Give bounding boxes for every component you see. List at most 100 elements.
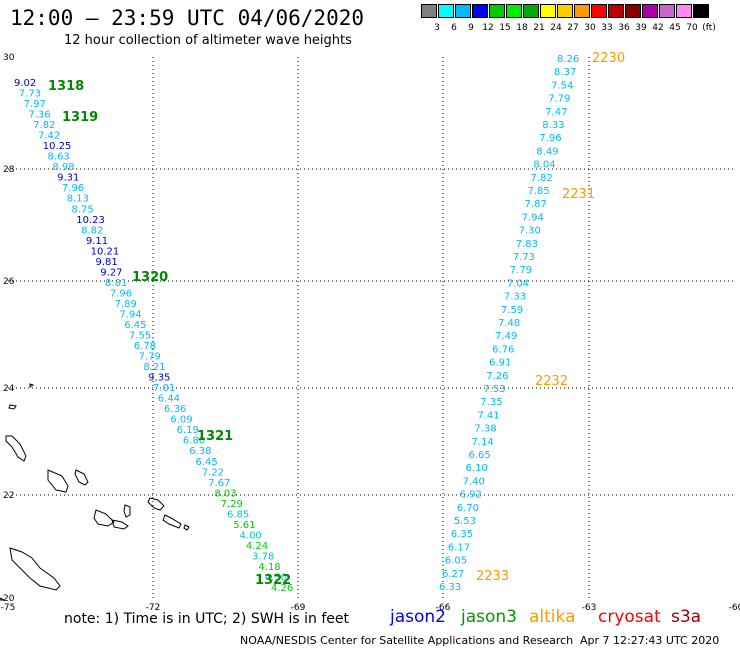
wave-height-label: 6.19 — [177, 425, 199, 436]
wave-height-label: 8.26 — [557, 54, 579, 65]
wave-height-label: 6.35 — [451, 529, 473, 540]
colorbar-swatch — [574, 4, 590, 18]
island-outline — [47, 469, 69, 493]
colorbar-label: 6 — [451, 23, 457, 33]
wave-height-label: 6.10 — [466, 463, 488, 474]
wave-height-label: 8.75 — [72, 204, 94, 215]
island-outline — [123, 504, 131, 518]
wave-height-label: 7.38 — [474, 424, 496, 435]
island-outline — [9, 547, 61, 591]
island-outline — [147, 497, 165, 511]
colorbar-swatch — [540, 4, 556, 18]
wave-height-label: 4.26 — [271, 583, 293, 594]
wave-height-label: 8.21 — [143, 362, 165, 373]
wave-height-label: 7.55 — [129, 331, 151, 342]
satellite-name: altika — [529, 607, 576, 627]
wave-height-label: 8.98 — [52, 162, 74, 173]
colorbar-swatch — [506, 4, 522, 18]
wave-height-label: 8.49 — [536, 146, 558, 157]
island-outline — [93, 509, 115, 527]
wave-height-label: 8.37 — [554, 67, 576, 78]
lon-tick-label: -69 — [291, 603, 306, 613]
colorbar-label: 45 — [669, 23, 681, 33]
pass-label: 1318 — [48, 79, 84, 94]
island-outline — [29, 383, 35, 388]
wave-height-label: 7.41 — [477, 410, 499, 421]
wave-height-label: 8.82 — [81, 225, 103, 236]
lon-tick-label: -66 — [436, 603, 451, 613]
wave-height-label: 9.31 — [57, 173, 79, 184]
wave-height-label: 7.96 — [110, 288, 132, 299]
lon-tick-label: -60 — [729, 603, 740, 613]
lat-tick-label: 24 — [3, 384, 15, 394]
wave-height-label: 10.21 — [91, 246, 120, 257]
wave-height-label: 7.96 — [62, 183, 84, 194]
colorbar-label: 27 — [567, 23, 579, 33]
wave-height-label: 6.91 — [489, 358, 511, 369]
colorbar-swatch — [693, 4, 709, 18]
wave-height-label: 4.50 — [265, 572, 287, 583]
wave-height-label: 7.94 — [119, 309, 141, 320]
wave-height-label: 7.73 — [513, 252, 535, 263]
island-outline — [0, 597, 5, 601]
island-outline — [74, 469, 89, 486]
wave-height-label: 7.22 — [202, 467, 224, 478]
colorbar-swatch — [438, 4, 454, 18]
colorbar-swatch — [676, 4, 692, 18]
wave-height-label: 7.33 — [504, 292, 526, 303]
wave-height-label: 7.26 — [486, 371, 508, 382]
pass-label: 1321 — [197, 429, 233, 444]
wave-height-label: 4.00 — [240, 530, 262, 541]
colorbar-swatch — [557, 4, 573, 18]
wave-height-label: 4.18 — [258, 562, 280, 573]
colorbar-swatch — [472, 4, 488, 18]
wave-height-label: 7.40 — [463, 476, 485, 487]
wave-height-label: 7.83 — [516, 239, 538, 250]
colorbar-swatch — [659, 4, 675, 18]
pass-label: 1319 — [62, 110, 98, 125]
wave-height-label: 7.73 — [19, 89, 41, 100]
pass-label: 1322 — [255, 573, 291, 588]
wave-height-label: 10.23 — [76, 215, 105, 226]
wave-height-label: 7.30 — [519, 226, 541, 237]
wave-height-label: 6.70 — [457, 503, 479, 514]
colorbar-swatch — [642, 4, 658, 18]
wave-height-label: 3.78 — [252, 551, 274, 562]
wave-height-label: 7.85 — [528, 186, 550, 197]
wave-height-label: 7.82 — [33, 120, 55, 131]
island-outline — [111, 519, 129, 530]
lat-tick-label: 26 — [3, 277, 15, 287]
island-outline — [8, 404, 17, 410]
lat-tick-label: 28 — [3, 165, 15, 175]
wave-height-label: 6.78 — [134, 341, 156, 352]
pass-label: 2231 — [562, 187, 595, 202]
credit-line: NOAA/NESDIS Center for Satellite Applica… — [240, 634, 574, 647]
wave-height-label: 6.33 — [439, 582, 461, 593]
wave-height-label: 6.38 — [189, 446, 211, 457]
pass-labels: 1318 1319 1320 1321 1322 2230 2231 2232 2233 — [48, 51, 625, 588]
colorbar-swatch — [523, 4, 539, 18]
pass-label: 2230 — [592, 51, 625, 66]
generated-timestamp: Apr 7 12:27:43 UTC 2020 — [580, 634, 720, 647]
satellite-name: cryosat — [598, 607, 661, 627]
lat-tick-label: 20 — [3, 594, 15, 604]
wave-height-label: 5.53 — [454, 516, 476, 527]
wave-height-label: 7.47 — [545, 107, 567, 118]
wave-height-label: 7.94 — [522, 212, 544, 223]
colorbar-label: 30 — [584, 23, 596, 33]
lat-tick-label: 22 — [3, 491, 14, 501]
wave-height-label: 7.04 — [507, 278, 529, 289]
island-outline — [183, 524, 190, 531]
satellite-name: jason3 — [461, 607, 517, 627]
wave-height-label: 6.45 — [124, 320, 146, 331]
track-east: 8.26 8.37 7.54 7.79 7.47 8.33 7.96 8.49 8.04 7.82… — [439, 54, 579, 593]
colorbar-label: 3 — [434, 23, 440, 33]
wave-height-label: 4.24 — [246, 541, 268, 552]
wave-height-label: 7.53 — [483, 384, 505, 395]
land-masses — [0, 383, 190, 601]
wave-height-label: 8.04 — [533, 160, 555, 171]
axis-labels: -75 -72 -69 -66 -63 -60 30 28 26 24 22 20 — [1, 53, 740, 613]
wave-height-label: 7.54 — [551, 80, 573, 91]
wave-height-label: 6.45 — [196, 457, 218, 468]
pass-label: 1320 — [132, 270, 168, 285]
